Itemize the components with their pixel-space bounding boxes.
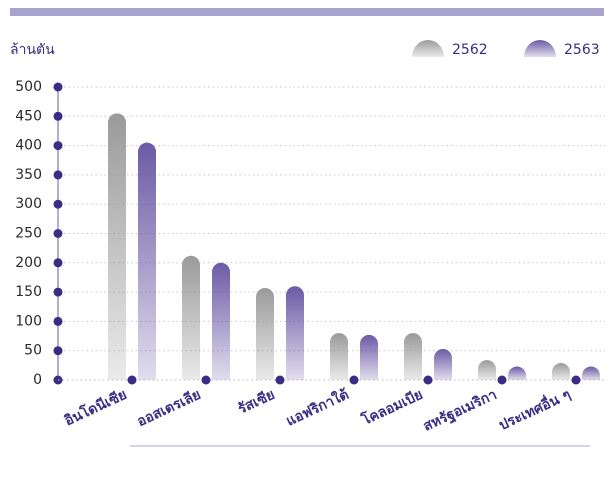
y-tick-label: 200 xyxy=(15,255,42,271)
y-tick-dot xyxy=(53,346,63,356)
category-dot xyxy=(571,375,581,385)
bar xyxy=(434,348,452,380)
y-tick-dot xyxy=(53,170,63,180)
bar xyxy=(552,363,570,380)
x-tick-label: สหรัฐอเมริกา xyxy=(421,387,500,436)
bar xyxy=(108,113,126,381)
y-tick-dot xyxy=(53,111,63,121)
y-tick-dot xyxy=(53,199,63,209)
y-tick-label: 450 xyxy=(15,108,42,124)
y-tick-dot xyxy=(53,82,63,92)
y-tick-dot xyxy=(53,141,63,151)
y-tick-dot xyxy=(53,258,63,268)
x-tick-label: รัสเซีย xyxy=(236,387,278,418)
bar xyxy=(286,286,304,380)
category-dot xyxy=(275,375,285,385)
x-tick-label: แอฟริกาใต้ xyxy=(283,385,351,430)
bar xyxy=(478,360,496,380)
y-axis-label: ล้านตัน xyxy=(10,42,55,58)
bar xyxy=(330,333,348,380)
y-tick-label: 150 xyxy=(15,284,42,300)
category-dot xyxy=(423,375,433,385)
x-tick-label: ประเทศอื่น ๆ xyxy=(495,384,573,434)
y-tick-dot xyxy=(53,229,63,238)
bar xyxy=(256,287,274,380)
bar xyxy=(212,262,230,380)
top-stripe xyxy=(10,8,604,16)
category-dot xyxy=(497,375,507,385)
bar xyxy=(582,366,600,380)
legend-swatch xyxy=(412,40,444,57)
y-tick-label: 350 xyxy=(15,167,42,183)
legend-label: 2562 xyxy=(452,42,488,58)
category-dot xyxy=(127,375,137,385)
y-tick-dot xyxy=(53,287,63,297)
y-tick-label: 400 xyxy=(15,138,42,154)
y-tick-label: 100 xyxy=(15,313,42,329)
y-tick-label: 50 xyxy=(24,343,42,359)
y-tick-dot xyxy=(53,316,63,326)
y-tick-label: 500 xyxy=(15,79,42,95)
y-tick-label: 300 xyxy=(15,196,42,212)
x-tick-label: โคลอมเบีย xyxy=(358,385,425,429)
category-dot xyxy=(201,375,211,385)
legend-label: 2563 xyxy=(564,42,600,58)
y-tick-label: 250 xyxy=(15,226,42,242)
bar xyxy=(404,333,422,380)
x-tick-label: ออสเตรเลีย xyxy=(135,387,204,430)
x-tick-label: อินโดนีเซีย xyxy=(61,385,130,430)
bar xyxy=(360,334,378,380)
y-tick-label: 0 xyxy=(33,372,42,388)
bar xyxy=(182,255,200,380)
bar xyxy=(138,142,156,380)
legend-swatch xyxy=(524,40,556,57)
bar xyxy=(508,366,526,380)
category-dot xyxy=(349,375,359,385)
